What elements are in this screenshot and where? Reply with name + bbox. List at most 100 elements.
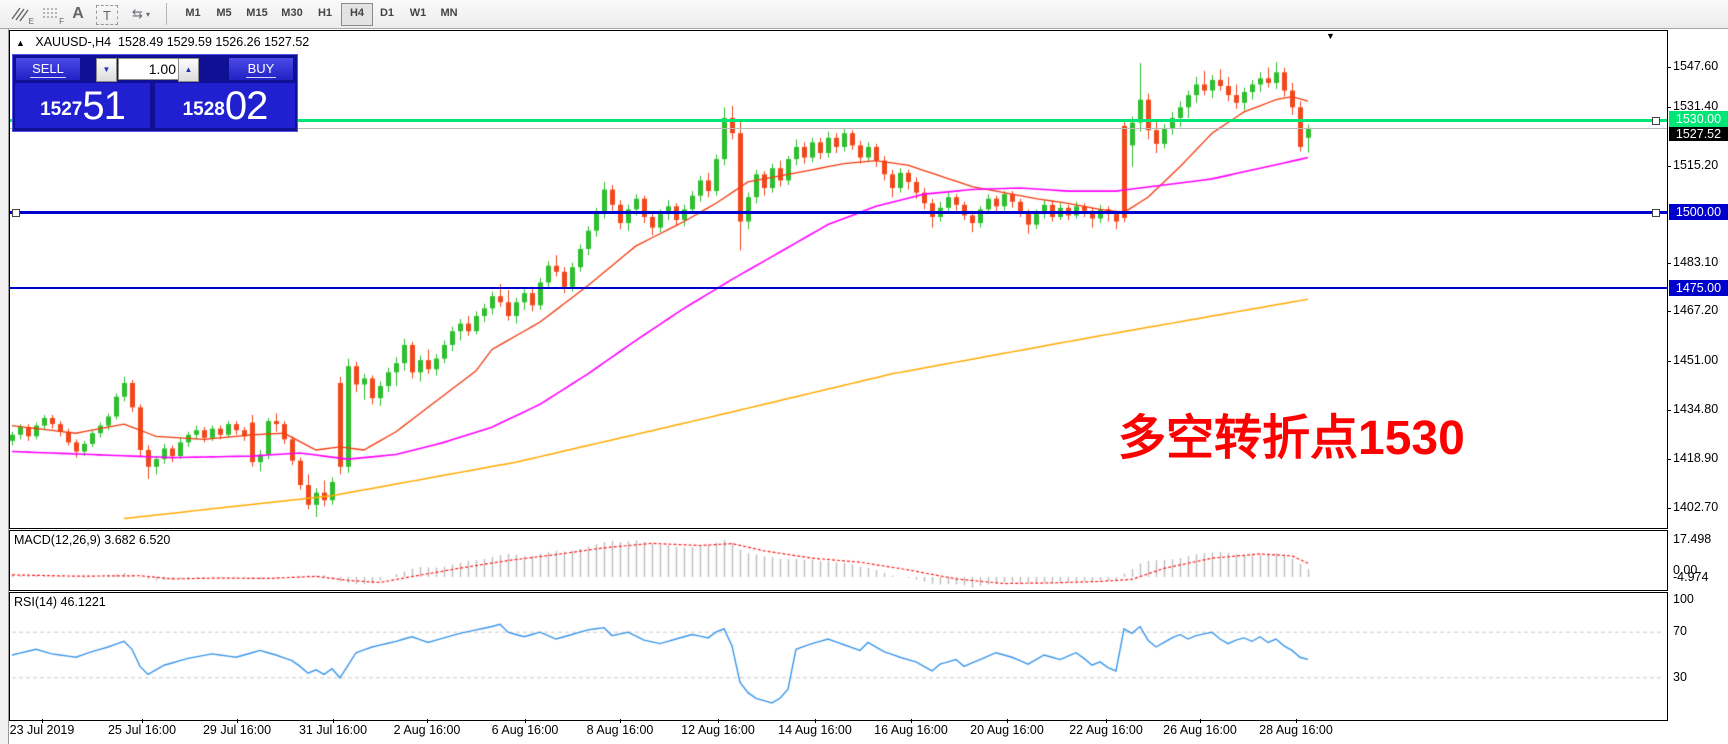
price-tick [1667,361,1671,362]
price-line-1527.52[interactable] [10,128,1667,129]
price-tick-label: 1434.80 [1673,402,1719,416]
macd-axis-label: 17.498 [1673,532,1712,546]
time-tick [718,719,719,723]
time-label: 28 Aug 16:00 [1259,723,1333,737]
rsi-axis-label: 100 [1673,592,1694,606]
price-tick [1667,508,1671,509]
line-handle[interactable] [12,208,20,217]
price-badge: 1500.00 [1669,204,1728,220]
buy-price[interactable]: 1528 02 [155,83,295,128]
grid-icon[interactable]: F [38,3,64,26]
one-click-trading-widget: SELL ▼ 1.00 ▲ BUY 1527 51 1528 02 [12,54,298,132]
main-chart-panel [9,30,1668,529]
timeframe-m15[interactable]: M15 [246,7,268,19]
chevron-down-icon: ▾ [145,9,150,19]
buy-price-small: 1528 [182,99,225,120]
ohlc-low: 1526.26 [215,35,261,49]
arrow-styles-icon[interactable]: ⇆ ▾ [126,3,156,25]
symbol-label: XAUUSD-,H4 [35,35,112,49]
rsi-label: RSI(14) 46.1221 [14,595,106,609]
ohlc-high: 1529.59 [166,35,212,49]
time-tick [142,719,143,723]
collapse-arrow-icon[interactable]: ▲ [16,38,25,48]
price-tick-label: 1418.90 [1673,451,1719,465]
chart-annotation-text[interactable]: 多空转折点1530 [1118,412,1465,465]
time-label: 29 Jul 16:00 [202,723,272,737]
toolbar-separator [166,3,167,25]
price-tick-label: 1531.40 [1673,99,1719,113]
timeframe-m30[interactable]: M30 [281,7,303,19]
time-tick [815,719,816,723]
icon-sub-e: E [28,17,34,26]
price-tick-label: 1483.10 [1673,255,1719,269]
price-tick [1667,410,1671,411]
sell-price[interactable]: 1527 51 [15,83,150,128]
time-tick [911,719,912,723]
volume-up-button[interactable]: ▲ [178,58,199,82]
price-line-1475[interactable] [10,287,1667,289]
price-tick-label: 1547.60 [1673,59,1719,73]
macd-label: MACD(12,26,9) 3.682 6.520 [14,533,171,547]
autoscroll-marker-icon[interactable]: ▼ [1326,31,1335,41]
sell-price-big: 51 [82,84,125,128]
timeframe-h1[interactable]: H1 [317,7,333,19]
line-handle[interactable] [1652,208,1660,217]
time-label: 8 Aug 16:00 [586,723,654,737]
text-label-icon[interactable]: A [72,5,84,22]
time-label: 6 Aug 16:00 [491,723,559,737]
ohlc-close: 1527.52 [264,35,310,49]
time-label: 23 Jul 2019 [9,723,75,737]
volume-input[interactable]: 1.00 [118,58,183,80]
price-tick [1667,459,1671,460]
time-label: 16 Aug 16:00 [874,723,948,737]
timeframe-mn[interactable]: MN [440,7,458,19]
volume-down-button[interactable]: ▼ [96,58,117,82]
buy-label: BUY [245,61,277,78]
price-tick-label: 1451.00 [1673,353,1719,367]
timeframe-h4[interactable]: H4 [341,3,373,26]
time-label: 25 Jul 16:00 [107,723,177,737]
time-tick [1106,719,1107,723]
price-tick [1667,67,1671,68]
price-badge: 1527.52 [1669,127,1728,141]
time-tick [42,719,43,723]
time-tick [620,719,621,723]
price-line-1530[interactable] [10,119,1667,122]
arrows-glyph: ⇆ [132,6,143,21]
time-label: 22 Aug 16:00 [1069,723,1143,737]
time-tick [237,719,238,723]
timeframe-m1[interactable]: M1 [185,7,201,19]
buy-price-big: 02 [224,84,268,128]
rsi-canvas[interactable] [10,593,1666,718]
price-line-1500[interactable] [10,211,1667,214]
icon-sub-f: F [59,17,64,26]
rsi-axis-label: 70 [1673,624,1687,638]
top-toolbar: E F A T ⇆ ▾ M1 M5 M15 M30 H1 H4 D1 W1 MN [0,0,1728,29]
price-tick-label: 1515.20 [1673,158,1719,172]
price-tick [1667,311,1671,312]
chart-header: ▲ XAUUSD-,H4 1528.49 1529.59 1526.26 152… [16,35,309,49]
line-handle[interactable] [1652,116,1660,125]
indicators-icon[interactable]: E [8,3,34,26]
macd-canvas[interactable] [10,531,1666,588]
price-tick [1667,166,1671,167]
timeframe-w1[interactable]: W1 [409,7,427,19]
price-tick-label: 1467.20 [1673,303,1719,317]
sell-label: SELL [30,61,66,78]
timeframe-m5[interactable]: M5 [216,7,232,19]
time-tick [427,719,428,723]
rsi-axis-label: 30 [1673,670,1687,684]
timeframe-d1[interactable]: D1 [379,7,395,19]
sell-price-small: 1527 [40,99,83,120]
buy-button[interactable]: BUY [229,58,293,80]
time-tick [333,719,334,723]
time-label: 2 Aug 16:00 [393,723,461,737]
time-label: 20 Aug 16:00 [970,723,1044,737]
time-tick [1296,719,1297,723]
macd-axis-label: 0.00 [1673,563,1698,577]
textbox-icon[interactable]: T [96,5,118,25]
left-margin-strip [0,29,9,744]
price-badge: 1475.00 [1669,280,1728,296]
sell-button[interactable]: SELL [16,58,80,80]
price-tick-label: 1402.70 [1673,500,1719,514]
